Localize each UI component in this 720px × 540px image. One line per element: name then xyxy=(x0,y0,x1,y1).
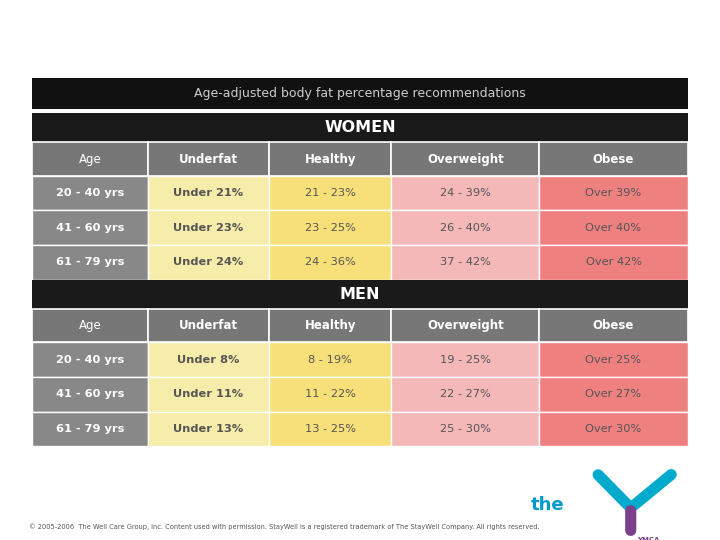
Bar xyxy=(391,412,539,447)
Text: YMCA: YMCA xyxy=(636,537,660,540)
Text: Healthy: Healthy xyxy=(305,152,356,166)
Text: the: the xyxy=(531,496,564,514)
Bar xyxy=(148,143,269,176)
Text: 24 - 36%: 24 - 36% xyxy=(305,258,356,267)
Bar xyxy=(269,176,391,211)
Bar xyxy=(269,245,391,280)
Text: Over 40%: Over 40% xyxy=(585,222,642,233)
Text: 41 - 60 yrs: 41 - 60 yrs xyxy=(56,389,125,400)
Bar xyxy=(32,377,148,412)
Text: Over 30%: Over 30% xyxy=(585,424,642,434)
Text: 61 - 79 yrs: 61 - 79 yrs xyxy=(56,258,125,267)
Text: 19 - 25%: 19 - 25% xyxy=(440,355,491,365)
Bar xyxy=(32,113,688,143)
Text: Under 24%: Under 24% xyxy=(174,258,243,267)
Bar xyxy=(391,176,539,211)
Text: MEN: MEN xyxy=(340,287,380,302)
Bar xyxy=(539,211,688,245)
Bar xyxy=(391,342,539,377)
Bar xyxy=(32,342,148,377)
Bar xyxy=(391,377,539,412)
Text: Obese: Obese xyxy=(593,319,634,332)
Text: Overweight: Overweight xyxy=(427,319,504,332)
Text: 41 - 60 yrs: 41 - 60 yrs xyxy=(56,222,125,233)
Text: Under 13%: Under 13% xyxy=(174,424,243,434)
Bar xyxy=(148,412,269,447)
Bar xyxy=(539,245,688,280)
Text: WOMEN: WOMEN xyxy=(324,120,396,135)
Bar xyxy=(32,176,148,211)
Bar xyxy=(148,176,269,211)
Bar xyxy=(148,245,269,280)
Text: 13 - 25%: 13 - 25% xyxy=(305,424,356,434)
Text: © 2005-2006  The Well Care Group, Inc. Content used with permission. StayWell is: © 2005-2006 The Well Care Group, Inc. Co… xyxy=(29,523,539,530)
Text: Age-adjusted body fat percentage recommendations: Age-adjusted body fat percentage recomme… xyxy=(194,87,526,100)
Bar xyxy=(148,342,269,377)
Bar xyxy=(148,309,269,342)
Text: 37 - 42%: 37 - 42% xyxy=(440,258,491,267)
Text: Under 8%: Under 8% xyxy=(177,355,240,365)
Bar xyxy=(269,309,391,342)
Text: Underfat: Underfat xyxy=(179,152,238,166)
Text: 24 - 39%: 24 - 39% xyxy=(440,188,491,198)
Text: 21 - 23%: 21 - 23% xyxy=(305,188,356,198)
Bar xyxy=(32,245,148,280)
Bar xyxy=(269,377,391,412)
Text: Age: Age xyxy=(78,152,102,166)
Text: Under 23%: Under 23% xyxy=(174,222,243,233)
Text: 23 - 25%: 23 - 25% xyxy=(305,222,356,233)
Bar xyxy=(539,342,688,377)
Bar xyxy=(269,342,391,377)
Text: 25 - 30%: 25 - 30% xyxy=(440,424,491,434)
Bar xyxy=(32,143,148,176)
Bar xyxy=(32,412,148,447)
Polygon shape xyxy=(634,0,720,80)
Bar xyxy=(269,211,391,245)
Bar xyxy=(32,78,688,109)
Text: Over 25%: Over 25% xyxy=(585,355,642,365)
Text: 20 - 40 yrs: 20 - 40 yrs xyxy=(56,355,124,365)
Text: 11 - 22%: 11 - 22% xyxy=(305,389,356,400)
Bar xyxy=(391,143,539,176)
Text: Age: Age xyxy=(78,319,102,332)
Text: Under 11%: Under 11% xyxy=(174,389,243,400)
Text: Over 42%: Over 42% xyxy=(585,258,642,267)
Text: Over 39%: Over 39% xyxy=(585,188,642,198)
Text: 22 - 27%: 22 - 27% xyxy=(440,389,491,400)
Bar xyxy=(539,176,688,211)
Bar xyxy=(148,211,269,245)
Bar xyxy=(32,280,688,309)
Bar xyxy=(391,211,539,245)
Text: Overweight: Overweight xyxy=(427,152,504,166)
Text: Underfat: Underfat xyxy=(179,319,238,332)
Bar xyxy=(32,309,148,342)
Bar xyxy=(269,412,391,447)
Bar xyxy=(539,309,688,342)
Text: 20 - 40 yrs: 20 - 40 yrs xyxy=(56,188,124,198)
Text: 61 - 79 yrs: 61 - 79 yrs xyxy=(56,424,125,434)
Text: Under 21%: Under 21% xyxy=(174,188,243,198)
Bar xyxy=(391,309,539,342)
Bar xyxy=(148,377,269,412)
Bar xyxy=(32,211,148,245)
Text: Over 27%: Over 27% xyxy=(585,389,642,400)
Text: Obese: Obese xyxy=(593,152,634,166)
Text: 8 - 19%: 8 - 19% xyxy=(308,355,352,365)
Bar xyxy=(391,245,539,280)
Text: Healthy: Healthy xyxy=(305,319,356,332)
Bar xyxy=(539,412,688,447)
Bar xyxy=(539,143,688,176)
Bar xyxy=(539,377,688,412)
Text: 26 - 40%: 26 - 40% xyxy=(440,222,491,233)
Bar xyxy=(269,143,391,176)
Text: Body Fat Percentage Chart: Body Fat Percentage Chart xyxy=(29,24,577,58)
